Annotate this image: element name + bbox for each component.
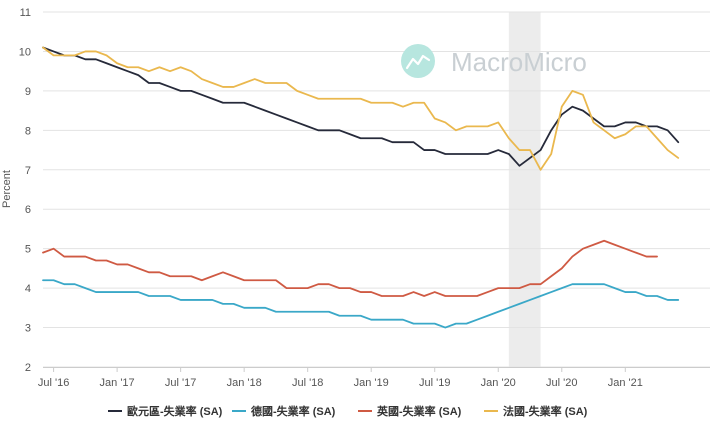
legend-item[interactable]: 德國-失業率 (SA)	[232, 404, 336, 418]
legend-item[interactable]: 法國-失業率 (SA)	[484, 404, 588, 418]
legend-label: 歐元區-失業率 (SA)	[127, 404, 223, 418]
x-tick-label: Jul '20	[546, 377, 577, 389]
series-line-4	[42, 46, 680, 171]
x-tick-label: Jul '16	[38, 377, 69, 389]
y-axis-title: Percent	[1, 170, 13, 208]
series-line-3	[42, 239, 658, 297]
y-tick-label: 10	[19, 46, 31, 58]
watermark: MacroMicro	[401, 44, 587, 78]
legend-label: 德國-失業率 (SA)	[250, 404, 336, 418]
y-tick-label: 7	[25, 165, 31, 177]
legend-item[interactable]: 歐元區-失業率 (SA)	[108, 404, 223, 418]
x-tick-label: Jul '17	[165, 377, 196, 389]
x-tick-label: Jan '21	[608, 377, 643, 389]
legend-label: 英國-失業率 (SA)	[376, 404, 462, 418]
y-tick-label: 11	[20, 7, 31, 19]
y-tick-label: 6	[25, 204, 31, 216]
x-tick-label: Jul '18	[292, 377, 323, 389]
series-line-1	[42, 46, 680, 167]
y-tick-label: 3	[25, 323, 31, 335]
y-tick-label: 2	[25, 362, 31, 374]
legend-item[interactable]: 英國-失業率 (SA)	[358, 404, 462, 418]
x-tick-label: Jan '17	[100, 377, 135, 389]
watermark-logo-chart-icon	[405, 54, 431, 70]
legend-label: 法國-失業率 (SA)	[503, 404, 588, 418]
x-tick-label: Jan '20	[481, 377, 516, 389]
shaded-recession-region	[508, 12, 541, 367]
y-tick-label: 9	[25, 86, 31, 98]
y-tick-label: 4	[25, 283, 31, 295]
watermark-text: MacroMicro	[451, 47, 587, 77]
x-tick-label: Jan '19	[354, 377, 389, 389]
watermark-logo-icon	[401, 44, 435, 78]
series-line-2	[42, 279, 680, 329]
x-tick-label: Jul '19	[419, 377, 450, 389]
x-tick-label: Jan '18	[227, 377, 262, 389]
y-tick-label: 5	[25, 244, 31, 256]
y-tick-label: 8	[25, 125, 31, 137]
legend: 歐元區-失業率 (SA) 德國-失業率 (SA) 英國-失業率 (SA) 法國-失業率…	[108, 404, 588, 418]
